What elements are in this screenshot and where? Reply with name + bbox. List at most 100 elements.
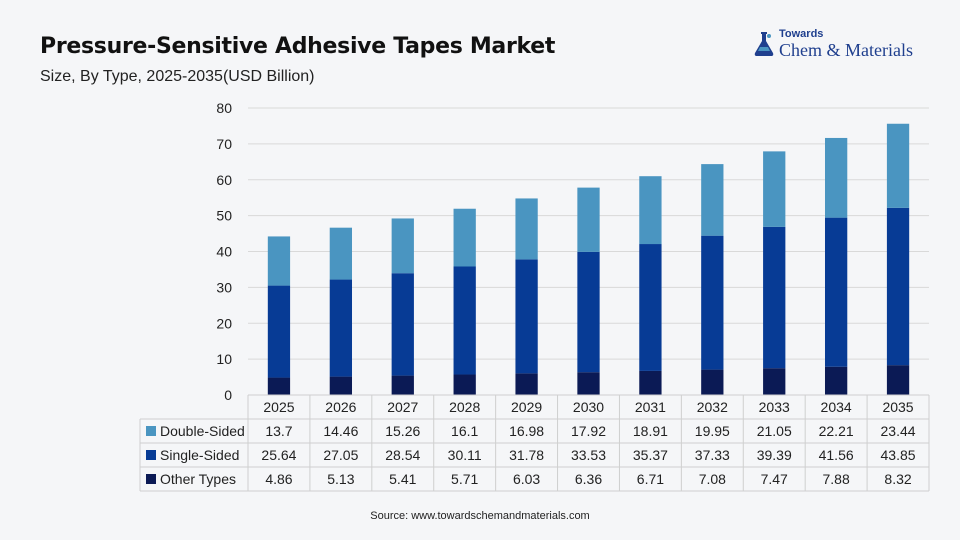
flask-icon xyxy=(754,32,774,56)
bar-other-types-2032 xyxy=(701,369,724,395)
chart-title: Pressure-Sensitive Adhesive Tapes Market xyxy=(40,34,556,59)
data-label: 17.92 xyxy=(571,423,606,439)
data-label: 7.47 xyxy=(761,471,788,487)
bar-single-sided-2029 xyxy=(515,259,538,374)
data-label: 5.41 xyxy=(389,471,416,487)
data-label: 39.39 xyxy=(757,447,792,463)
y-tick-label: 60 xyxy=(216,172,232,188)
bar-single-sided-2031 xyxy=(639,244,662,371)
bar-single-sided-2035 xyxy=(886,207,910,366)
data-label: 6.36 xyxy=(575,471,602,487)
bar-double-sided-2032 xyxy=(701,164,724,236)
y-tick-label: 70 xyxy=(216,136,232,152)
data-label: 21.05 xyxy=(757,423,792,439)
y-tick-label: 20 xyxy=(216,315,232,331)
legend-label-other-types: Other Types xyxy=(160,471,236,487)
bar-single-sided-2026 xyxy=(329,279,353,377)
legend-label-single-sided: Single-Sided xyxy=(160,447,239,463)
x-tick-label: 2030 xyxy=(573,399,604,415)
bar-double-sided-2034 xyxy=(824,137,848,218)
x-tick-label: 2029 xyxy=(511,399,542,415)
y-tick-label: 30 xyxy=(216,279,232,295)
x-tick-label: 2026 xyxy=(325,399,356,415)
data-label: 31.78 xyxy=(509,447,544,463)
x-tick-label: 2028 xyxy=(449,399,480,415)
bar-other-types-2034 xyxy=(824,366,848,395)
x-tick-label: 2034 xyxy=(821,399,852,415)
y-tick-label: 40 xyxy=(216,244,232,260)
data-label: 15.26 xyxy=(385,423,420,439)
brand-logo: Towards Chem & Materials xyxy=(752,28,932,64)
data-label: 6.03 xyxy=(513,471,540,487)
data-label: 7.08 xyxy=(699,471,726,487)
data-label: 23.44 xyxy=(881,423,916,439)
bar-double-sided-2031 xyxy=(639,176,662,245)
bar-single-sided-2030 xyxy=(577,251,600,373)
bar-single-sided-2027 xyxy=(391,273,414,376)
data-label: 14.46 xyxy=(323,423,358,439)
bar-double-sided-2025 xyxy=(267,236,291,286)
bar-double-sided-2026 xyxy=(329,227,353,280)
bar-other-types-2025 xyxy=(267,377,291,395)
data-label: 18.91 xyxy=(633,423,668,439)
bar-other-types-2030 xyxy=(577,372,600,395)
y-tick-label: 50 xyxy=(216,208,232,224)
data-label: 7.88 xyxy=(823,471,850,487)
bar-other-types-2026 xyxy=(329,376,353,395)
data-label: 35.37 xyxy=(633,447,668,463)
bar-other-types-2029 xyxy=(515,373,538,395)
data-label: 37.33 xyxy=(695,447,730,463)
data-label: 16.1 xyxy=(451,423,478,439)
x-tick-label: 2025 xyxy=(263,399,294,415)
source-note: Source: www.towardschemandmaterials.com xyxy=(370,510,590,522)
x-tick-label: 2031 xyxy=(635,399,666,415)
data-label: 22.21 xyxy=(819,423,854,439)
bar-double-sided-2029 xyxy=(515,198,538,260)
data-label: 25.64 xyxy=(261,447,296,463)
bar-single-sided-2033 xyxy=(763,226,786,369)
legend-swatch-other-types xyxy=(146,474,156,484)
x-tick-label: 2032 xyxy=(697,399,728,415)
data-label: 16.98 xyxy=(509,423,544,439)
y-tick-label: 10 xyxy=(216,351,232,367)
legend-label-double-sided: Double-Sided xyxy=(160,423,245,439)
data-label: 6.71 xyxy=(637,471,664,487)
data-label: 5.13 xyxy=(327,471,354,487)
bar-other-types-2031 xyxy=(639,370,662,395)
bar-other-types-2035 xyxy=(886,365,910,395)
data-label: 13.7 xyxy=(265,423,292,439)
bar-double-sided-2030 xyxy=(577,187,600,252)
bar-double-sided-2033 xyxy=(763,151,786,227)
bar-double-sided-2028 xyxy=(453,208,476,267)
bar-other-types-2028 xyxy=(453,374,476,395)
bar-double-sided-2027 xyxy=(391,218,414,274)
data-label: 43.85 xyxy=(881,447,916,463)
data-label: 4.86 xyxy=(265,471,292,487)
data-label: 33.53 xyxy=(571,447,606,463)
data-label: 8.32 xyxy=(884,471,911,487)
logo-main-text: Chem & Materials xyxy=(779,40,913,60)
data-label: 41.56 xyxy=(819,447,854,463)
y-tick-label: 0 xyxy=(224,387,232,403)
bar-double-sided-2035 xyxy=(886,123,910,208)
data-label: 5.71 xyxy=(451,471,478,487)
data-label: 19.95 xyxy=(695,423,730,439)
data-label: 28.54 xyxy=(385,447,420,463)
data-label: 30.11 xyxy=(448,447,482,463)
logo-small-text: Towards xyxy=(779,28,824,40)
bar-single-sided-2028 xyxy=(453,266,476,375)
bar-other-types-2033 xyxy=(763,368,786,395)
x-tick-label: 2033 xyxy=(759,399,790,415)
bar-single-sided-2025 xyxy=(267,285,291,378)
y-tick-label: 80 xyxy=(216,100,232,116)
bar-single-sided-2032 xyxy=(701,235,724,370)
bar-single-sided-2034 xyxy=(824,217,848,367)
x-tick-label: 2027 xyxy=(387,399,418,415)
x-tick-label: 2035 xyxy=(882,399,913,415)
legend-swatch-single-sided xyxy=(146,450,156,460)
chart-subtitle: Size, By Type, 2025-2035(USD Billion) xyxy=(40,68,315,85)
legend-swatch-double-sided xyxy=(146,426,156,436)
bar-other-types-2027 xyxy=(391,375,414,395)
data-label: 27.05 xyxy=(323,447,358,463)
